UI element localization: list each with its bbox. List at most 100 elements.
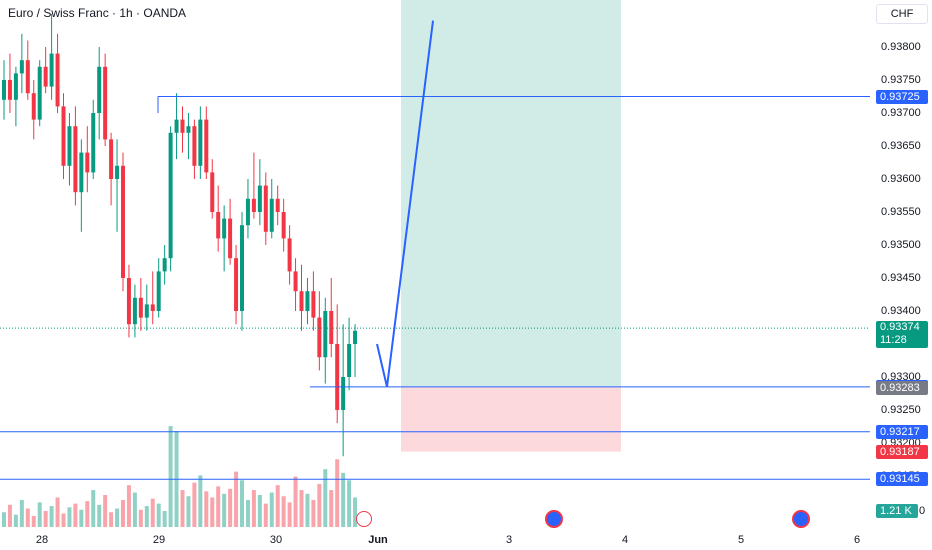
volume-bar xyxy=(269,492,274,527)
candle-body xyxy=(162,258,167,272)
time-tick: 30 xyxy=(269,534,283,546)
price-tick: 0.93500 xyxy=(881,239,921,251)
price-chart[interactable] xyxy=(0,0,870,528)
candle-body xyxy=(115,165,120,179)
candle-body xyxy=(91,113,96,173)
candle-body xyxy=(251,198,256,212)
volume-bar xyxy=(240,480,244,527)
price-tick: 0.93550 xyxy=(881,206,921,218)
candle-body xyxy=(216,212,221,239)
price-tick: 0.93600 xyxy=(881,173,921,185)
price-axis[interactable]: 0.93800 0.93750 0.93700 0.93650 0.93600 0.935… xyxy=(870,0,932,550)
candle-body xyxy=(293,271,298,292)
volume-bar xyxy=(216,486,221,527)
time-axis[interactable]: 28 29 30 Jun 3 4 5 6 xyxy=(0,528,870,550)
chart-title: Euro / Swiss Franc · 1h · OANDA xyxy=(8,6,187,20)
time-tick: 29 xyxy=(152,534,166,546)
candle-body xyxy=(168,132,173,259)
volume-bar xyxy=(234,471,239,527)
volume-bar xyxy=(138,509,143,527)
volume-bar xyxy=(132,492,137,527)
volume-bar xyxy=(335,459,340,527)
candle-body xyxy=(144,304,149,318)
volume-bar xyxy=(2,512,6,527)
volume-bar xyxy=(31,515,36,527)
volume-bar xyxy=(37,502,42,527)
price-tag: 0.93725 xyxy=(876,89,928,104)
candle-body xyxy=(341,377,346,410)
candle-body xyxy=(103,66,108,140)
candle-body xyxy=(132,297,137,325)
volume-bar xyxy=(263,503,268,527)
volume-bar xyxy=(13,514,18,527)
candle-body xyxy=(2,80,6,100)
volume-bar xyxy=(317,483,322,527)
candle-body xyxy=(180,119,185,133)
volume-bar xyxy=(341,472,346,527)
volume-bar xyxy=(168,426,173,527)
profit-zone xyxy=(401,0,621,387)
economic-event-icon[interactable] xyxy=(792,510,810,528)
candle-body xyxy=(7,80,12,100)
candle-body xyxy=(323,311,328,358)
volume-bar xyxy=(156,503,161,527)
volume-bar xyxy=(353,497,358,527)
candle-body xyxy=(228,218,233,259)
candle-body xyxy=(138,297,143,318)
candle-body xyxy=(49,53,54,87)
volume-bar xyxy=(55,497,60,527)
volume-bar xyxy=(180,490,185,527)
time-tick: Jun xyxy=(368,534,388,546)
price-tag: 0.93187 xyxy=(876,444,928,459)
price-tick: 0.93750 xyxy=(881,74,921,86)
price-tick: 0.93800 xyxy=(881,41,921,53)
volume-bar xyxy=(91,490,96,527)
volume-zero-tick: 0 xyxy=(919,505,926,517)
price-tag: 0.93283 xyxy=(876,381,928,396)
candle-body xyxy=(97,66,102,113)
volume-bar xyxy=(61,513,66,527)
candle-body xyxy=(19,60,24,74)
volume-bar xyxy=(281,496,286,527)
volume-tag: 1.21 K xyxy=(876,504,918,518)
candle-body xyxy=(37,66,42,120)
volume-bar xyxy=(305,493,310,527)
price-tag: 0.93217 xyxy=(876,424,928,439)
time-tick: 6 xyxy=(853,534,861,546)
candle-body xyxy=(85,152,90,173)
candle-body xyxy=(353,330,358,344)
volume-bar xyxy=(192,482,197,527)
volume-bar xyxy=(275,485,280,527)
volume-bar xyxy=(109,512,114,527)
loss-zone xyxy=(401,386,621,452)
volume-bar xyxy=(311,499,316,527)
candle-body xyxy=(79,152,84,193)
volume-bar xyxy=(85,501,90,527)
economic-event-icon[interactable] xyxy=(545,510,563,528)
candle-body xyxy=(204,119,209,173)
candle-body xyxy=(121,165,125,278)
volume-bar xyxy=(245,499,250,527)
current-price-value: 0.93374 xyxy=(880,321,920,334)
volume-bar xyxy=(25,508,30,527)
candle-body xyxy=(13,73,18,100)
volume-bar xyxy=(198,475,203,527)
time-tick: 5 xyxy=(737,534,745,546)
candle-body xyxy=(329,311,334,344)
price-tick: 0.93450 xyxy=(881,272,921,284)
volume-bar xyxy=(228,488,233,527)
candle-body xyxy=(269,198,274,232)
dividend-event-icon[interactable] xyxy=(356,511,372,527)
candle-body xyxy=(311,291,316,318)
candle-body xyxy=(299,291,304,311)
candle-body xyxy=(25,60,30,94)
candle-body xyxy=(109,139,114,179)
volume-bar xyxy=(210,497,215,527)
volume-bar xyxy=(204,491,209,527)
currency-selector[interactable]: CHF xyxy=(876,4,928,24)
volume-bar xyxy=(115,508,120,527)
candle-body xyxy=(126,278,131,325)
candle-body xyxy=(198,119,203,166)
candle-body xyxy=(347,344,352,377)
volume-bar xyxy=(299,490,304,527)
